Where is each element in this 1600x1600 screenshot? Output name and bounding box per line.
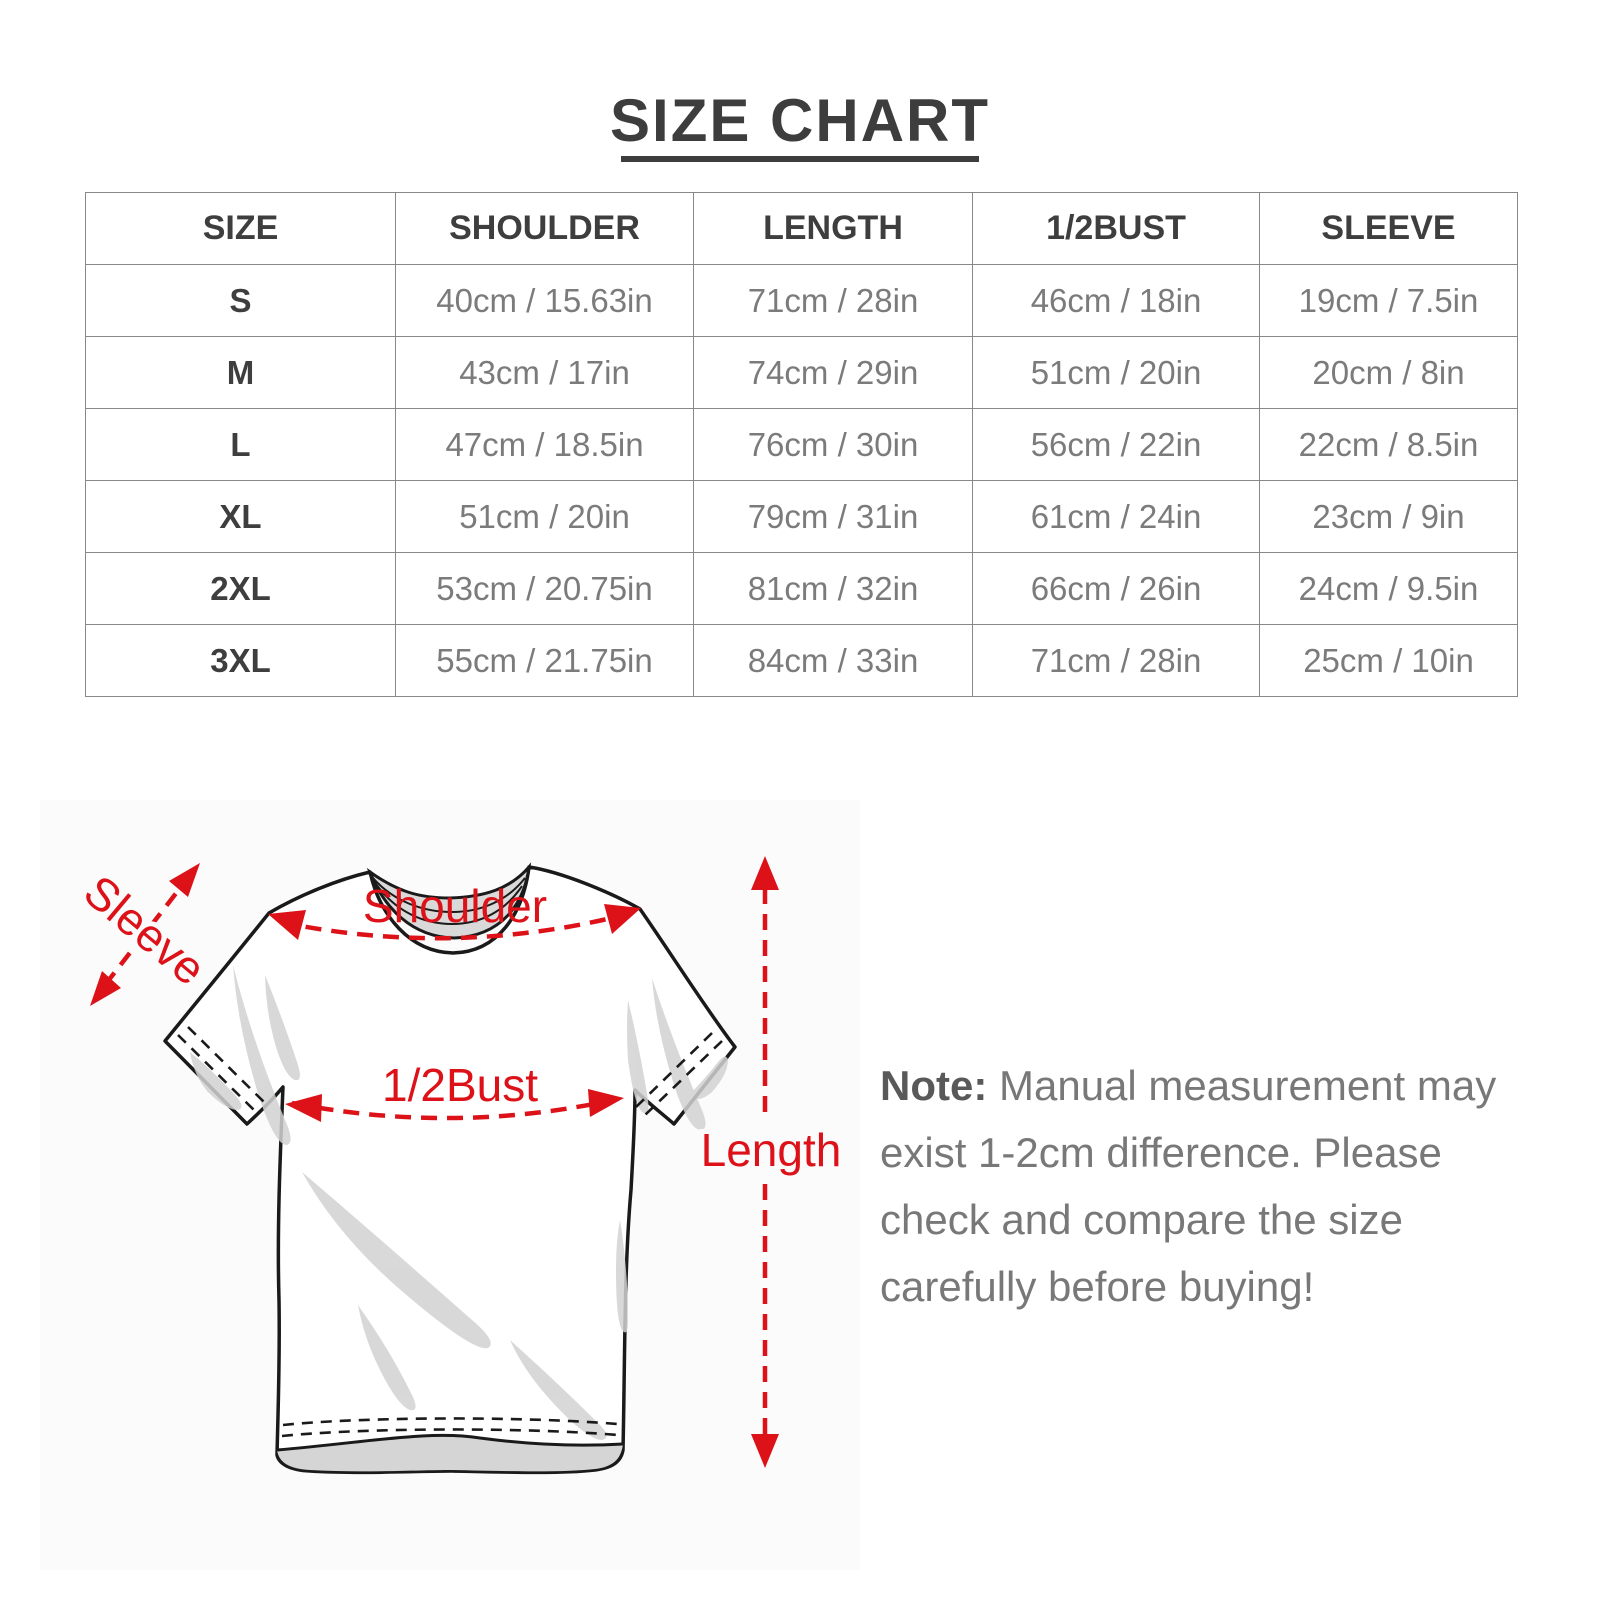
title-underline (621, 156, 979, 162)
bust-label: 1/2Bust (382, 1059, 538, 1111)
cell-sleeve: 23cm / 9in (1259, 480, 1518, 553)
page-title: SIZE CHART (610, 87, 990, 154)
cell-length: 74cm / 29in (693, 336, 973, 409)
cell-shoulder: 55cm / 21.75in (395, 624, 694, 697)
cell-halfbust: 71cm / 28in (972, 624, 1260, 697)
tshirt-measurement-diagram: Sleeve Shoulder 1/2Bust Length (40, 800, 860, 1570)
tshirt-outline (163, 865, 737, 1475)
cell-size: L (85, 408, 396, 481)
column-header-halfbust: 1/2BUST (972, 192, 1260, 265)
note-text: Note: Manual measurement may exist 1-2cm… (880, 1052, 1520, 1320)
table-row-3xl: 3XL 55cm / 21.75in 84cm / 33in 71cm / 28… (85, 624, 1518, 697)
shoulder-label: Shoulder (363, 880, 547, 932)
table-header-row: SIZE SHOULDER LENGTH 1/2BUST SLEEVE (85, 192, 1518, 265)
shoulder-arrowhead-right (604, 904, 641, 934)
length-label: Length (701, 1124, 842, 1176)
cell-shoulder: 47cm / 18.5in (395, 408, 694, 481)
cell-length: 81cm / 32in (693, 552, 973, 625)
cell-shoulder: 51cm / 20in (395, 480, 694, 553)
cell-halfbust: 66cm / 26in (972, 552, 1260, 625)
bust-arrow: 1/2Bust (285, 1059, 624, 1122)
cell-length: 84cm / 33in (693, 624, 973, 697)
cell-size: 3XL (85, 624, 396, 697)
shoulder-arrow: Shoulder (268, 880, 641, 941)
cell-halfbust: 61cm / 24in (972, 480, 1260, 553)
note-line: exist 1-2cm difference. Please (880, 1129, 1442, 1176)
table-row-m: M 43cm / 17in 74cm / 29in 51cm / 20in 20… (85, 336, 1518, 409)
length-arrowhead-up (751, 856, 779, 890)
cell-size: M (85, 336, 396, 409)
cell-size: XL (85, 480, 396, 553)
cell-halfbust: 46cm / 18in (972, 264, 1260, 337)
size-table: SIZE SHOULDER LENGTH 1/2BUST SLEEVE S 40… (85, 192, 1518, 697)
cell-sleeve: 19cm / 7.5in (1259, 264, 1518, 337)
length-arrowhead-down (751, 1434, 779, 1468)
bust-arrowhead-left (285, 1094, 322, 1122)
note-line: Note: Manual measurement may (880, 1062, 1497, 1109)
column-header-length: LENGTH (693, 192, 973, 265)
hem-fold (276, 1433, 624, 1472)
column-header-sleeve: SLEEVE (1259, 192, 1518, 265)
cell-size: 2XL (85, 552, 396, 625)
wrinkle-shading (190, 965, 728, 1440)
table-row-2xl: 2XL 53cm / 20.75in 81cm / 32in 66cm / 26… (85, 552, 1518, 625)
note-label: Note: (880, 1062, 988, 1109)
cell-sleeve: 20cm / 8in (1259, 336, 1518, 409)
cell-sleeve: 24cm / 9.5in (1259, 552, 1518, 625)
cell-sleeve: 22cm / 8.5in (1259, 408, 1518, 481)
sleeve-arrowhead-down (90, 971, 121, 1006)
note-line: check and compare the size (880, 1196, 1403, 1243)
cell-halfbust: 51cm / 20in (972, 336, 1260, 409)
table-row-s: S 40cm / 15.63in 71cm / 28in 46cm / 18in… (85, 264, 1518, 337)
table-row-l: L 47cm / 18.5in 76cm / 30in 56cm / 22in … (85, 408, 1518, 481)
shoulder-arrowhead-left (268, 910, 306, 940)
cell-shoulder: 53cm / 20.75in (395, 552, 694, 625)
column-header-shoulder: SHOULDER (395, 192, 694, 265)
cell-shoulder: 43cm / 17in (395, 336, 694, 409)
column-header-size: SIZE (85, 192, 396, 265)
length-arrow: Length (696, 856, 846, 1468)
cell-length: 71cm / 28in (693, 264, 973, 337)
cell-length: 79cm / 31in (693, 480, 973, 553)
table-row-xl: XL 51cm / 20in 79cm / 31in 61cm / 24in 2… (85, 480, 1518, 553)
sleeve-arrowhead-up (169, 863, 200, 897)
note-line: carefully before buying! (880, 1263, 1315, 1310)
cell-halfbust: 56cm / 22in (972, 408, 1260, 481)
cell-size: S (85, 264, 396, 337)
bust-arrowhead-right (588, 1089, 624, 1117)
cell-length: 76cm / 30in (693, 408, 973, 481)
cell-sleeve: 25cm / 10in (1259, 624, 1518, 697)
cell-shoulder: 40cm / 15.63in (395, 264, 694, 337)
collar (366, 862, 532, 940)
